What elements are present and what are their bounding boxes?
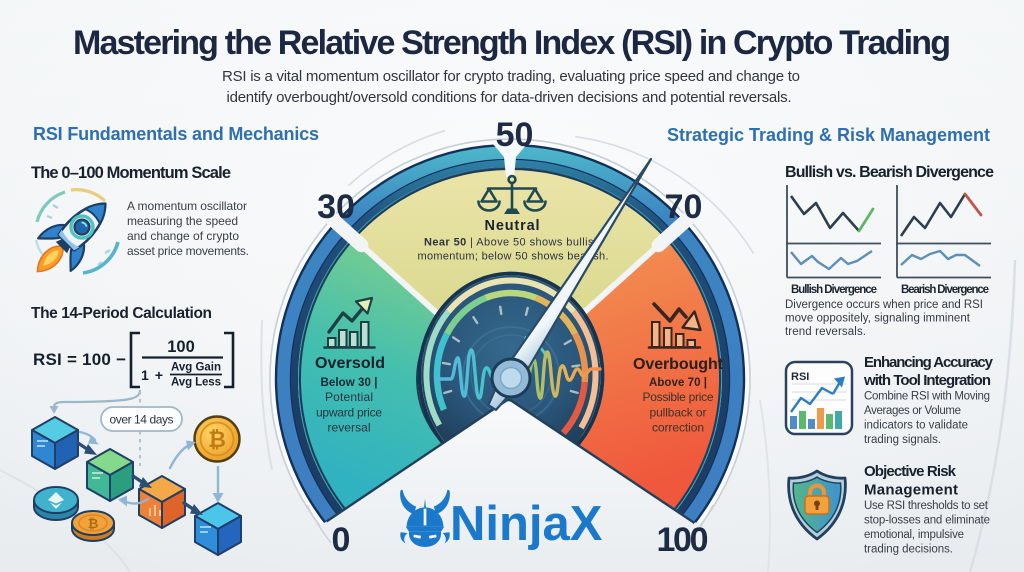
svg-text:asset price movements.: asset price movements. (127, 244, 249, 258)
svg-text:Bullish vs. Bearish Divergence: Bullish vs. Bearish Divergence (785, 164, 994, 181)
svg-text:RSI = 100 −: RSI = 100 − (33, 350, 126, 369)
svg-text:Below 30 |: Below 30 | (321, 377, 378, 389)
svg-text:upward price: upward price (316, 406, 382, 420)
svg-text:Combine RSI with Moving: Combine RSI with Moving (864, 391, 990, 403)
svg-text:Neutral: Neutral (485, 218, 540, 234)
svg-text:measuring the speed: measuring the speed (127, 214, 238, 228)
svg-text:over 14 days: over 14 days (110, 413, 174, 427)
svg-text:Possible price: Possible price (643, 390, 714, 404)
svg-text:Enhancing Accuracy: Enhancing Accuracy (864, 354, 994, 371)
svg-text:pullback or: pullback or (650, 406, 707, 420)
svg-text:reversal: reversal (328, 421, 371, 435)
svg-text:Mastering the Relative Strengt: Mastering the Relative Strength Index (R… (73, 24, 951, 62)
svg-text:Oversold: Oversold (315, 355, 385, 372)
svg-text:A momentum oscillator: A momentum oscillator (127, 199, 247, 213)
svg-text:Divergence occurs when price a: Divergence occurs when price and RSI (785, 299, 983, 311)
svg-text:RSI: RSI (791, 371, 809, 383)
svg-text:with Tool Integration: with Tool Integration (863, 372, 991, 389)
svg-text:Above 70 |: Above 70 | (649, 377, 707, 389)
svg-text:RSI is a vital momentum oscill: RSI is a vital momentum oscillator for c… (222, 68, 800, 85)
svg-text:Avg Gain: Avg Gain (171, 362, 221, 374)
svg-text:trading decisions.: trading decisions. (864, 544, 953, 556)
svg-text:100: 100 (657, 521, 709, 559)
svg-text:trend reversals.: trend reversals. (785, 326, 866, 338)
svg-text:50: 50 (496, 116, 534, 154)
svg-text:correction: correction (652, 421, 704, 435)
svg-text:indicators to validate: indicators to validate (864, 420, 968, 432)
svg-text:70: 70 (665, 188, 703, 226)
svg-text:Near 50 | Above 50 shows bulli: Near 50 | Above 50 shows bullish (424, 237, 600, 249)
svg-text:Strategic Trading & Risk Manag: Strategic Trading & Risk Management (667, 125, 990, 145)
svg-text:Use RSI thresholds to set: Use RSI thresholds to set (864, 500, 989, 512)
svg-text:identify overbought/oversold c: identify overbought/oversold conditions … (227, 89, 792, 106)
svg-text:Management: Management (864, 482, 958, 499)
svg-text:Averages or Volume: Averages or Volume (864, 405, 961, 417)
svg-text:NinjaX: NinjaX (450, 497, 603, 551)
svg-text:move oppositely, signaling imm: move oppositely, signaling imminent (785, 313, 971, 325)
svg-text:Overbought: Overbought (633, 356, 724, 373)
svg-text:Bearish Divergence: Bearish Divergence (901, 284, 989, 296)
svg-text:Objective Risk: Objective Risk (864, 463, 957, 480)
svg-text:₿: ₿ (88, 516, 99, 531)
svg-text:emotional, impulsive: emotional, impulsive (864, 529, 964, 541)
svg-text:RSI Fundamentals and Mechanics: RSI Fundamentals and Mechanics (33, 124, 319, 144)
svg-text:Avg Less: Avg Less (171, 377, 221, 389)
svg-text:Bullish Divergence: Bullish Divergence (791, 284, 877, 296)
svg-text:The 14-Period Calculation: The 14-Period Calculation (31, 305, 212, 322)
svg-text:stop-losses and eliminate: stop-losses and eliminate (864, 515, 990, 527)
svg-text:Potential: Potential (325, 390, 373, 404)
svg-text:and change of crypto: and change of crypto (127, 229, 239, 243)
svg-text:1 +: 1 + (141, 367, 163, 383)
svg-text:100: 100 (167, 338, 195, 356)
svg-text:momentum; below 50 shows beari: momentum; below 50 shows bearish. (418, 251, 609, 263)
svg-text:₿: ₿ (208, 427, 226, 452)
svg-text:trading signals.: trading signals. (864, 434, 941, 446)
svg-text:30: 30 (317, 188, 355, 226)
svg-text:The 0–100 Momentum Scale: The 0–100 Momentum Scale (31, 164, 231, 182)
svg-text:0: 0 (332, 521, 351, 559)
